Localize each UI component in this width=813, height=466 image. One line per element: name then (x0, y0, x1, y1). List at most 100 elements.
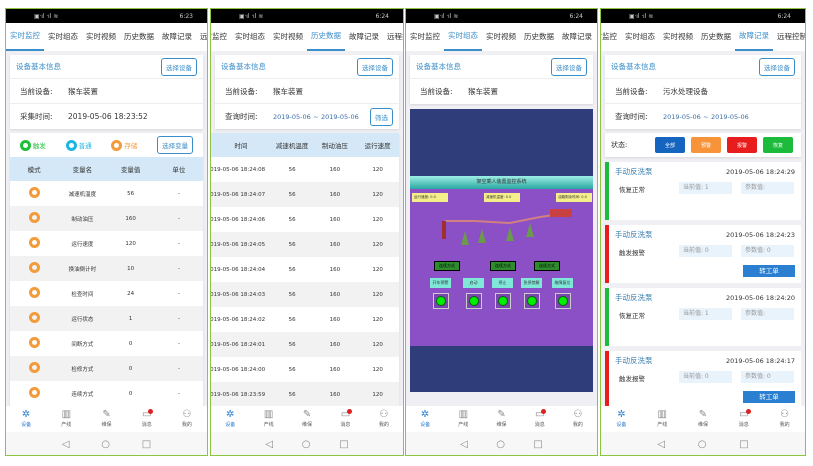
tab-2[interactable]: 实时视频 (273, 32, 303, 41)
table-row[interactable]: 换油倒计时 10 - (10, 256, 203, 281)
tab-5[interactable]: 远程控制 (387, 32, 403, 41)
tab-3[interactable]: 历史数据 (307, 23, 345, 51)
nav-gear[interactable]: ✲ 设备 (406, 406, 444, 432)
tab-0[interactable]: 实时监控 (410, 32, 440, 41)
tab-0[interactable]: 实时监控 (6, 23, 44, 51)
table-row[interactable]: 2019-05-06 18:24:03 56 160 120 (211, 282, 399, 307)
select-device-button[interactable]: 选择设备 (357, 57, 393, 76)
tab-5[interactable]: 远程控制 (777, 32, 805, 41)
date-from[interactable]: 2019-05-06 (663, 112, 701, 121)
nav-chart[interactable]: ▥ 产线 (46, 406, 86, 432)
table-row[interactable]: 2019-05-06 18:24:04 56 160 120 (211, 257, 399, 282)
fault-record[interactable]: 手动反洗泵 2019-05-06 18:24:17 触发报警 当前值: 0 参数值: 0… (605, 351, 801, 409)
table-row[interactable]: 检查时间 24 - (10, 281, 203, 306)
table-row[interactable]: 连续方式 0 - (10, 381, 203, 406)
recents-icon[interactable]: □ (533, 439, 543, 450)
control-button[interactable]: 停止 (492, 278, 513, 288)
nav-user[interactable]: ⚇ 我的 (365, 406, 403, 432)
select-device-button[interactable]: 选择设备 (759, 57, 795, 76)
table-row[interactable]: 2019-05-06 18:24:01 56 160 120 (211, 332, 399, 357)
date-from[interactable]: 2019-05-06 (273, 112, 311, 121)
recents-icon[interactable]: □ (739, 439, 749, 450)
nav-chart[interactable]: ▥ 产线 (249, 406, 287, 432)
tab-1[interactable]: 实时组态 (48, 32, 78, 41)
table-row[interactable]: 2019-05-06 18:24:05 56 160 120 (211, 232, 399, 257)
nav-wrench[interactable]: ✎ 维保 (683, 406, 724, 432)
tab-4[interactable]: 故障记录 (349, 32, 379, 41)
filter-2[interactable]: 报警 (727, 137, 757, 153)
tab-0[interactable]: 实时监控 (601, 32, 617, 41)
table-row[interactable]: 2019-05-06 18:24:08 56 160 120 (211, 157, 399, 182)
table-row[interactable]: 2019-05-06 18:24:07 56 160 120 (211, 182, 399, 207)
nav-message[interactable]: ▭ 消息 (723, 406, 764, 432)
nav-message[interactable]: ▭ 消息 (521, 406, 559, 432)
transfer-ticket-button[interactable]: 转工单 (743, 265, 795, 277)
filter-button[interactable]: 筛选 (370, 107, 393, 126)
filter-0[interactable]: 全部 (655, 137, 685, 153)
home-icon[interactable]: ○ (496, 439, 505, 450)
tab-1[interactable]: 实时组态 (235, 32, 265, 41)
tab-5[interactable]: 远程控制 (200, 32, 207, 41)
nav-user[interactable]: ⚇ 我的 (167, 406, 207, 432)
table-row[interactable]: 运行速度 120 - (10, 231, 203, 256)
recents-icon[interactable]: □ (339, 439, 349, 450)
transfer-ticket-button[interactable]: 转工单 (743, 391, 795, 403)
table-row[interactable]: 减速机温度 56 - (10, 181, 203, 206)
nav-wrench[interactable]: ✎ 维保 (288, 406, 326, 432)
nav-message[interactable]: ▭ 消息 (127, 406, 167, 432)
table-row[interactable]: 制动油压 160 - (10, 206, 203, 231)
home-icon[interactable]: ○ (301, 439, 311, 450)
date-to[interactable]: 2019-05-06 (711, 112, 749, 121)
home-icon[interactable]: ○ (101, 439, 110, 450)
fault-record[interactable]: 手动反洗泵 2019-05-06 18:24:23 触发报警 当前值: 0 参数值: 0… (605, 225, 801, 283)
nav-user[interactable]: ⚇ 我的 (764, 406, 805, 432)
table-row[interactable]: 间断方式 0 - (10, 331, 203, 356)
table-row[interactable]: 2019-05-06 18:23:59 56 160 120 (211, 382, 399, 407)
tab-1[interactable]: 实时组态 (444, 23, 482, 51)
table-row[interactable]: 2019-05-06 18:24:02 56 160 120 (211, 307, 399, 332)
nav-wrench[interactable]: ✎ 维保 (86, 406, 126, 432)
tab-3[interactable]: 历史数据 (524, 32, 554, 41)
table-row[interactable]: 2019-05-06 18:24:06 56 160 120 (211, 207, 399, 232)
back-icon[interactable]: ◁ (61, 439, 70, 450)
back-icon[interactable]: ◁ (265, 439, 274, 450)
nav-chart[interactable]: ▥ 产线 (642, 406, 683, 432)
tab-4[interactable]: 故障记录 (562, 32, 592, 41)
nav-gear[interactable]: ✲ 设备 (601, 406, 642, 432)
table-row[interactable]: 运行状态 1 - (10, 306, 203, 331)
date-to[interactable]: 2019-05-06 (321, 112, 359, 121)
control-button[interactable]: 启动 (463, 278, 484, 288)
select-device-button[interactable]: 选择设备 (551, 57, 587, 76)
control-button[interactable]: 开车预警 (430, 278, 451, 288)
table-row[interactable]: 检修方式 0 - (10, 356, 203, 381)
back-icon[interactable]: ◁ (460, 439, 468, 450)
tab-2[interactable]: 实时视频 (486, 32, 516, 41)
nav-chart[interactable]: ▥ 产线 (444, 406, 482, 432)
control-button[interactable]: 故障复位 (552, 278, 573, 288)
nav-user[interactable]: ⚇ 我的 (559, 406, 597, 432)
tab-4[interactable]: 故障记录 (735, 23, 773, 51)
tab-0[interactable]: 实时监控 (211, 32, 227, 41)
home-icon[interactable]: ○ (697, 439, 707, 450)
fault-record[interactable]: 手动反洗泵 2019-05-06 18:24:29 恢复正常 当前值: 1 参数值: (605, 162, 801, 220)
filter-3[interactable]: 恢复 (763, 137, 793, 153)
select-device-button[interactable]: 选择设备 (161, 57, 197, 76)
select-variable-button[interactable]: 选择变量 (157, 136, 194, 154)
tab-2[interactable]: 实时视频 (663, 32, 693, 41)
tab-2[interactable]: 实时视频 (86, 32, 116, 41)
nav-gear[interactable]: ✲ 设备 (211, 406, 249, 432)
back-icon[interactable]: ◁ (657, 439, 666, 450)
nav-message[interactable]: ▭ 消息 (326, 406, 364, 432)
control-button[interactable]: 急停禁解 (521, 278, 542, 288)
filter-1[interactable]: 预警 (691, 137, 721, 153)
tab-4[interactable]: 故障记录 (162, 32, 192, 41)
recents-icon[interactable]: □ (141, 439, 152, 450)
tab-5[interactable]: 远程控制 (596, 23, 597, 51)
tab-1[interactable]: 实时组态 (625, 32, 655, 41)
table-row[interactable]: 2019-05-06 18:24:00 56 160 120 (211, 357, 399, 382)
nav-wrench[interactable]: ✎ 维保 (482, 406, 520, 432)
tab-3[interactable]: 历史数据 (701, 32, 731, 41)
tab-3[interactable]: 历史数据 (124, 32, 154, 41)
nav-gear[interactable]: ✲ 设备 (6, 406, 46, 432)
fault-record[interactable]: 手动反洗泵 2019-05-06 18:24:20 恢复正常 当前值: 1 参数值: (605, 288, 801, 346)
